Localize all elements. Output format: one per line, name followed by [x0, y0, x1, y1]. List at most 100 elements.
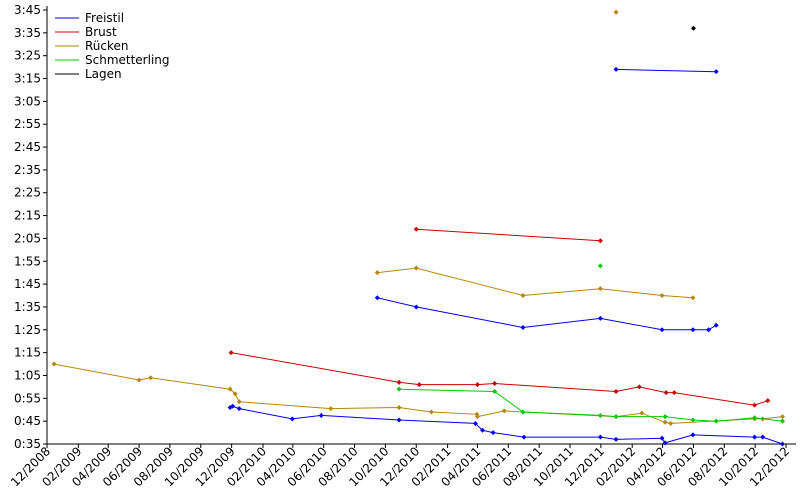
data-point: [597, 263, 603, 269]
data-point: [413, 226, 419, 232]
y-tick-label: 2:55: [14, 117, 41, 131]
data-point: [597, 238, 603, 244]
data-point: [597, 434, 603, 440]
legend-label: Schmetterling: [85, 53, 170, 67]
series-line: [398, 388, 783, 422]
y-tick-label: 2:15: [14, 209, 41, 223]
data-point: [374, 270, 380, 276]
data-point: [597, 315, 603, 321]
legend-label: Freistil: [85, 11, 124, 25]
legend-label: Brust: [85, 25, 117, 39]
data-point: [232, 391, 238, 397]
legend-item: Rücken: [55, 39, 129, 53]
data-point: [613, 9, 619, 15]
data-point: [136, 377, 142, 383]
y-tick-label: 0:45: [14, 414, 41, 428]
series-lagen: [690, 25, 696, 31]
legend-item: Schmetterling: [55, 53, 170, 67]
data-point: [662, 440, 668, 446]
data-point: [520, 409, 526, 415]
data-point: [659, 293, 665, 299]
series-line: [377, 297, 717, 331]
y-tick-label: 3:25: [14, 49, 41, 63]
data-point: [318, 412, 324, 418]
data-point: [228, 350, 234, 356]
data-point: [597, 412, 603, 418]
data-point: [51, 361, 57, 367]
data-point: [328, 406, 334, 412]
series-line: [416, 228, 601, 242]
data-point: [713, 69, 719, 75]
data-point: [521, 434, 527, 440]
y-tick-label: 0:35: [14, 437, 41, 451]
y-tick-label: 3:35: [14, 26, 41, 40]
y-tick-label: 2:35: [14, 163, 41, 177]
y-tick-label: 0:55: [14, 391, 41, 405]
data-point: [520, 325, 526, 331]
data-point: [779, 414, 785, 420]
data-point: [662, 414, 668, 420]
data-point: [752, 402, 758, 408]
y-tick-label: 2:05: [14, 231, 41, 245]
data-point: [765, 398, 771, 404]
data-point: [474, 414, 480, 420]
y-tick-label: 2:25: [14, 186, 41, 200]
data-point: [662, 419, 668, 425]
data-point: [396, 417, 402, 423]
data-point: [396, 386, 402, 392]
y-tick-label: 1:05: [14, 368, 41, 382]
data-point: [613, 66, 619, 72]
data-point: [639, 410, 645, 416]
series-line: [615, 68, 717, 73]
legend-item: Brust: [55, 25, 117, 39]
data-point: [289, 416, 295, 422]
data-point: [671, 390, 677, 396]
data-point: [690, 25, 696, 31]
legend-label: Lagen: [85, 67, 122, 81]
data-point: [659, 435, 665, 441]
data-point: [413, 265, 419, 271]
y-tick-label: 1:35: [14, 300, 41, 314]
series-freistil: [227, 66, 785, 447]
data-point: [713, 322, 719, 328]
data-point: [779, 418, 785, 424]
legend-item: Freistil: [55, 11, 124, 25]
data-point: [636, 384, 642, 390]
y-tick-label: 1:55: [14, 254, 41, 268]
data-point: [690, 432, 696, 438]
data-point: [492, 380, 498, 386]
y-tick-label: 3:15: [14, 72, 41, 86]
data-point: [428, 409, 434, 415]
data-point: [713, 418, 719, 424]
series-line: [231, 352, 768, 406]
series-r-cken: [51, 9, 785, 426]
series-line: [377, 267, 693, 299]
data-point: [236, 406, 242, 412]
series-layer: [51, 9, 785, 447]
data-point: [501, 408, 507, 414]
data-point: [690, 295, 696, 301]
data-point: [668, 420, 674, 426]
data-point: [597, 286, 603, 292]
series-line: [229, 405, 783, 445]
data-point: [148, 375, 154, 381]
data-point: [779, 441, 785, 447]
data-point: [690, 417, 696, 423]
data-point: [760, 434, 766, 440]
y-tick-label: 3:45: [14, 3, 41, 17]
data-point: [227, 386, 233, 392]
data-point: [230, 403, 236, 409]
y-tick-label: 2:45: [14, 140, 41, 154]
data-point: [374, 295, 380, 301]
data-point: [472, 420, 478, 426]
series-brust: [228, 226, 771, 408]
data-point: [659, 327, 665, 333]
data-point: [690, 327, 696, 333]
data-point: [480, 427, 486, 433]
data-point: [396, 404, 402, 410]
y-tick-label: 1:15: [14, 346, 41, 360]
data-point: [613, 414, 619, 420]
